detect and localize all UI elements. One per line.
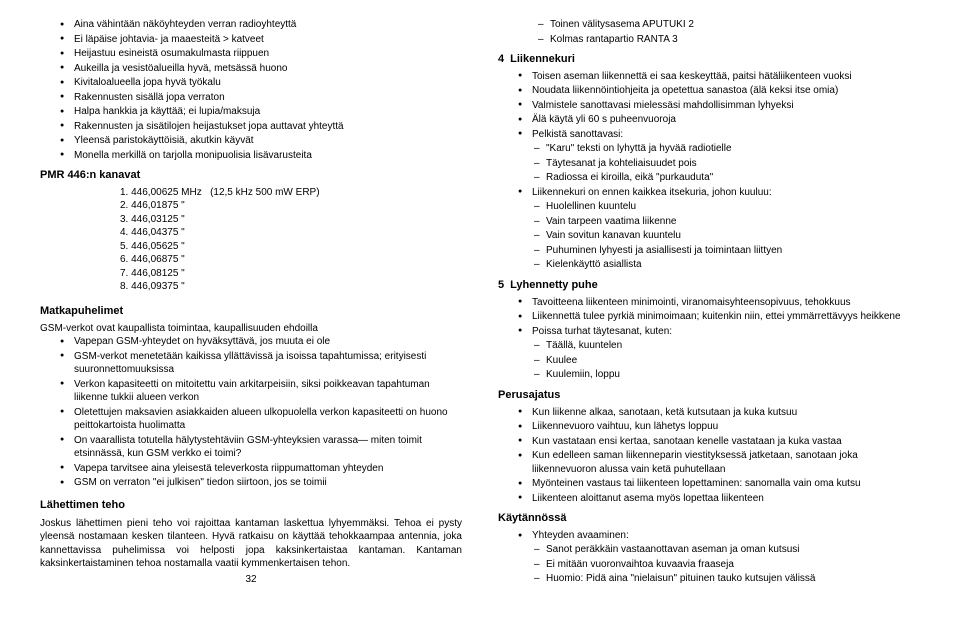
list-item: Kun edelleen saman liikenneparin viestit… bbox=[532, 449, 920, 476]
section-heading-kaytannossa: Käytännössä bbox=[498, 511, 920, 526]
liikennekuri-list: Toisen aseman liikennettä ei saa keskeyt… bbox=[498, 70, 920, 142]
top-sub-list: Toinen välitysasema APUTUKI 2 Kolmas ran… bbox=[498, 18, 920, 46]
liikennekuri-sub-2: Huolellinen kuuntelu Vain tarpeen vaatim… bbox=[498, 200, 920, 272]
list-item: Liikennevuoro vaihtuu, kun lähetys loppu… bbox=[532, 420, 920, 434]
liikennekuri-sub-1: "Karu" teksti on lyhyttä ja hyvää radiot… bbox=[498, 142, 920, 185]
heading-number: 5 bbox=[498, 278, 504, 293]
list-item: Noudata liikennöintiohjeita ja opetettua… bbox=[532, 84, 920, 98]
list-item: Täällä, kuuntelen bbox=[546, 339, 920, 353]
list-item: Vapepa tarvitsee aina yleisestä televerk… bbox=[74, 462, 462, 476]
freq-row: 1. 446,00625 MHz (12,5 kHz 500 mW ERP) bbox=[120, 186, 462, 200]
list-item: Poissa turhat täytesanat, kuten: bbox=[532, 325, 920, 339]
list-item: Pelkistä sanottavasi: bbox=[532, 128, 920, 142]
left-column: Aina vähintään näköyhteyden verran radio… bbox=[40, 18, 462, 623]
list-item: Huolellinen kuuntelu bbox=[546, 200, 920, 214]
kaytannossa-sub: Sanot peräkkäin vastaanottavan aseman ja… bbox=[498, 543, 920, 586]
list-item: Kuulee bbox=[546, 354, 920, 368]
kaytannossa-list: Yhteyden avaaminen: bbox=[498, 529, 920, 543]
list-item: Radiossa ei kiroilla, eikä "purkauduta" bbox=[546, 171, 920, 185]
list-item: Liikennettä tulee pyrkiä minimoimaan; ku… bbox=[532, 310, 920, 324]
list-item: Rakennusten ja sisätilojen heijastukset … bbox=[74, 120, 462, 134]
list-item: Monella merkillä on tarjolla monipuolisi… bbox=[74, 149, 462, 163]
list-item: "Karu" teksti on lyhyttä ja hyvää radiot… bbox=[546, 142, 920, 156]
section-heading-kanavat: PMR 446:n kanavat bbox=[40, 168, 462, 183]
list-item: Kolmas rantapartio RANTA 3 bbox=[550, 33, 920, 47]
section-heading-liikennekuri: 4 Liikennekuri bbox=[498, 52, 920, 67]
heading-text: Lyhennetty puhe bbox=[510, 279, 598, 291]
perusajatus-list: Kun liikenne alkaa, sanotaan, ketä kutsu… bbox=[498, 406, 920, 506]
gsm-intro: GSM-verkot ovat kaupallista toimintaa, k… bbox=[40, 322, 462, 336]
list-item: Vain sovitun kanavan kuuntelu bbox=[546, 229, 920, 243]
list-item: On vaarallista totutella hälytystehtävii… bbox=[74, 434, 462, 461]
gsm-bullet-list: Vapepan GSM-yhteydet on hyväksyttävä, jo… bbox=[40, 335, 462, 490]
list-item: Liikennekuri on ennen kaikkea itsekuria,… bbox=[532, 186, 920, 200]
list-item: Sanot peräkkäin vastaanottavan aseman ja… bbox=[546, 543, 920, 557]
heading-number: 4 bbox=[498, 52, 504, 67]
list-item: Rakennusten sisällä jopa verraton bbox=[74, 91, 462, 105]
freq-row: 7. 446,08125 " bbox=[120, 267, 462, 281]
list-item: Täytesanat ja kohteliaisuudet pois bbox=[546, 157, 920, 171]
section-heading-lahettimen-teho: Lähettimen teho bbox=[40, 498, 462, 513]
freq-row: 6. 446,06875 " bbox=[120, 253, 462, 267]
list-item: Verkon kapasiteetti on mitoitettu vain a… bbox=[74, 378, 462, 405]
section-heading-matkapuhelimet: Matkapuhelimet bbox=[40, 304, 462, 319]
list-item: Ei mitään vuoronvaihtoa kuvaavia fraasej… bbox=[546, 558, 920, 572]
list-item: Älä käytä yli 60 s puheenvuoroja bbox=[532, 113, 920, 127]
section-heading-perusajatus: Perusajatus bbox=[498, 388, 920, 403]
list-item: Huomio: Pidä aina "nielaisun" pituinen t… bbox=[546, 572, 920, 586]
list-item: Kivitaloalueella jopa hyvä työkalu bbox=[74, 76, 462, 90]
top-bullet-list: Aina vähintään näköyhteyden verran radio… bbox=[40, 18, 462, 162]
list-item: Yleensä paristokäyttöisiä, akutkin käyvä… bbox=[74, 134, 462, 148]
list-item: Kun liikenne alkaa, sanotaan, ketä kutsu… bbox=[532, 406, 920, 420]
freq-row: 5. 446,05625 " bbox=[120, 240, 462, 254]
freq-row: 4. 446,04375 " bbox=[120, 226, 462, 240]
lyhennetty-list: Tavoitteena liikenteen minimointi, viran… bbox=[498, 296, 920, 339]
list-item: Kun vastataan ensi kertaa, sanotaan kene… bbox=[532, 435, 920, 449]
list-item: Myönteinen vastaus tai liikenteen lopett… bbox=[532, 477, 920, 491]
list-item: Oletettujen maksavien asiakkaiden alueen… bbox=[74, 406, 462, 433]
list-item: Tavoitteena liikenteen minimointi, viran… bbox=[532, 296, 920, 310]
list-item: Toinen välitysasema APUTUKI 2 bbox=[550, 18, 920, 32]
list-item: Valmistele sanottavasi mielessäsi mahdol… bbox=[532, 99, 920, 113]
list-item: GSM-verkot menetetään kaikissa yllättävi… bbox=[74, 350, 462, 377]
list-item: Vain tarpeen vaatima liikenne bbox=[546, 215, 920, 229]
right-column: Toinen välitysasema APUTUKI 2 Kolmas ran… bbox=[498, 18, 920, 623]
freq-label: 1. 446,00625 MHz bbox=[120, 187, 202, 198]
list-item: Liikenteen aloittanut asema myös lopetta… bbox=[532, 492, 920, 506]
list-item: Vapepan GSM-yhteydet on hyväksyttävä, jo… bbox=[74, 335, 462, 349]
list-item: Ei läpäise johtavia- ja maaesteitä > kat… bbox=[74, 33, 462, 47]
list-item: Aukeilla ja vesistöalueilla hyvä, metsäs… bbox=[74, 62, 462, 76]
list-item: Puhuminen lyhyesti ja asiallisesti ja to… bbox=[546, 244, 920, 258]
list-item: Kielenkäyttö asiallista bbox=[546, 258, 920, 272]
frequency-list: 1. 446,00625 MHz (12,5 kHz 500 mW ERP) 2… bbox=[40, 186, 462, 294]
list-item: Heijastuu esineistä osumakulmasta riippu… bbox=[74, 47, 462, 61]
list-item: Toisen aseman liikennettä ei saa keskeyt… bbox=[532, 70, 920, 84]
page-number-left: 32 bbox=[40, 573, 462, 587]
freq-note: (12,5 kHz 500 mW ERP) bbox=[210, 187, 319, 198]
freq-row: 8. 446,09375 " bbox=[120, 280, 462, 294]
list-item: Aina vähintään näköyhteyden verran radio… bbox=[74, 18, 462, 32]
liikennekuri-list-2: Liikennekuri on ennen kaikkea itsekuria,… bbox=[498, 186, 920, 200]
list-item: Halpa hankkia ja käyttää; ei lupia/maksu… bbox=[74, 105, 462, 119]
freq-row: 2. 446,01875 " bbox=[120, 199, 462, 213]
lyhennetty-sub: Täällä, kuuntelen Kuulee Kuulemiin, lopp… bbox=[498, 339, 920, 382]
list-item: GSM on verraton "ei julkisen" tiedon sii… bbox=[74, 476, 462, 490]
list-item: Kuulemiin, loppu bbox=[546, 368, 920, 382]
heading-text: Liikennekuri bbox=[510, 53, 575, 65]
freq-row: 3. 446,03125 " bbox=[120, 213, 462, 227]
section-heading-lyhennetty: 5 Lyhennetty puhe bbox=[498, 278, 920, 293]
lahettimen-paragraph: Joskus lähettimen pieni teho voi rajoitt… bbox=[40, 517, 462, 571]
list-item: Yhteyden avaaminen: bbox=[532, 529, 920, 543]
